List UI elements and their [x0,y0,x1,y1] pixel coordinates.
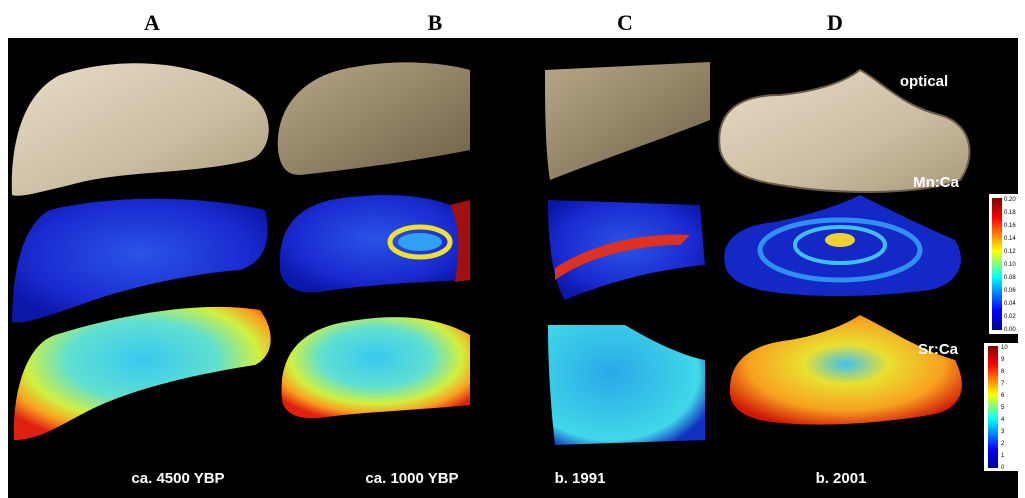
mn-core [825,233,855,247]
colorbar-label: 1 [1001,453,1005,459]
row-label: Sr:Ca [918,341,959,358]
colorbar-label: 0.02 [1004,314,1016,320]
colorbar-label: 0.14 [1004,236,1016,242]
colorbar-label: 0.08 [1004,275,1016,281]
sample-label: ca. 4500 YBP [131,470,224,487]
otolith-optical [277,62,470,175]
colorbar-label: 2 [1001,441,1005,447]
colorbar-label: 0.18 [1004,210,1016,216]
colorbar-label: 0 [1001,465,1005,471]
row-label: optical [900,73,948,90]
colorbar-label: 10 [1001,345,1008,351]
otolith-mn [279,195,470,293]
colorbar-label: 9 [1001,357,1005,363]
mn-band [555,234,690,280]
colorbar-label: 5 [1001,405,1005,411]
mn-ring [793,225,887,265]
otolith-sr [13,306,271,440]
row-label: Mn:Ca [913,174,959,191]
colorbar-label: 0.12 [1004,249,1016,255]
mn-ring [387,224,453,260]
otolith-optical [11,63,269,196]
colorbar-label: 0.10 [1004,262,1016,268]
colorbar-sr [988,346,998,468]
sample-label: b. 2001 [816,470,867,487]
colorbar-mn [992,198,1002,330]
otolith-sr [281,317,470,419]
column-label: C [617,10,633,35]
colorbar-label: 0.16 [1004,223,1016,229]
colorbar-label: 0.00 [1004,327,1016,333]
colorbar-label: 0.20 [1004,197,1016,203]
otolith-mn [12,198,268,323]
column-label: A [144,10,160,35]
otolith-optical [545,62,710,180]
column-label: B [428,10,443,35]
sample-label: b. 1991 [555,470,606,487]
colorbar-label: 3 [1001,429,1005,435]
mn-ring [757,217,923,283]
otolith-sr [548,325,705,445]
otolith-sr [729,315,962,425]
colorbar-label: 8 [1001,369,1005,375]
column-label: D [827,10,843,35]
colorbar-label: 4 [1001,417,1005,423]
colorbar-label: 0.04 [1004,301,1016,307]
colorbar-label: 6 [1001,393,1005,399]
colorbar-mn-labels: 0.20 0.18 0.16 0.14 0.12 0.10 0.08 0.06 0.04 0.02… [1004,197,1016,333]
colorbar-label: 7 [1001,381,1005,387]
otolith-optical [718,68,971,193]
mn-core [398,233,442,251]
mn-edge [450,200,470,282]
colorbar-label: 0.06 [1004,288,1016,294]
sample-label: ca. 1000 YBP [365,470,458,487]
